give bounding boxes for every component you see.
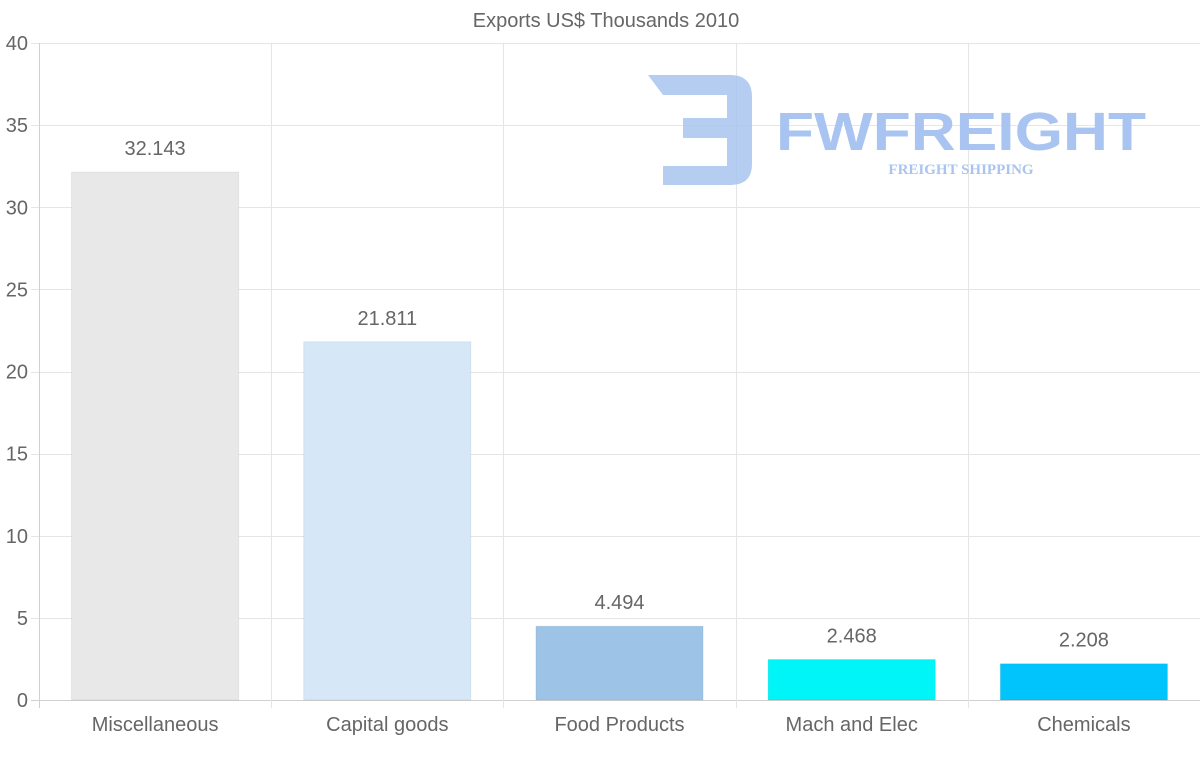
watermark-tagline: FREIGHT SHIPPING bbox=[888, 162, 1033, 178]
bar-value-label: 32.143 bbox=[125, 138, 186, 160]
y-tick-label: 0 bbox=[17, 690, 28, 712]
y-tick-label: 10 bbox=[6, 526, 28, 548]
bar-value-label: 2.468 bbox=[827, 625, 877, 647]
x-tick-label: Miscellaneous bbox=[92, 714, 219, 736]
bar-capital-goods[interactable] bbox=[303, 341, 472, 701]
axis-layer: 0 5 10 15 20 25 30 35 40 Miscellaneous Capital goo… bbox=[6, 33, 1131, 736]
bar-chemicals[interactable] bbox=[999, 663, 1168, 701]
y-tick-label: 40 bbox=[6, 33, 28, 55]
x-tick-label: Capital goods bbox=[326, 714, 448, 736]
y-tick-label: 15 bbox=[6, 444, 28, 466]
bars-layer bbox=[71, 171, 1168, 701]
watermark: FWFREIGHT FREIGHT SHIPPING bbox=[648, 75, 1146, 185]
y-tick-label: 25 bbox=[6, 279, 28, 301]
x-tick-label: Chemicals bbox=[1037, 714, 1130, 736]
y-tick-label: 30 bbox=[6, 197, 28, 219]
x-tick-label: Mach and Elec bbox=[786, 714, 918, 736]
y-tick-label: 20 bbox=[6, 362, 28, 384]
watermark-brand: FWFREIGHT bbox=[776, 102, 1146, 162]
bar-food-products[interactable] bbox=[535, 625, 704, 701]
bar-value-label: 4.494 bbox=[594, 592, 644, 614]
bar-mach-and-elec[interactable] bbox=[767, 658, 936, 701]
bar-value-label: 2.208 bbox=[1059, 630, 1109, 652]
value-labels-layer: 32.143 21.811 4.494 2.468 2.208 bbox=[125, 138, 1109, 652]
fwfreight-logo-icon bbox=[648, 75, 752, 185]
chart-title: Exports US$ Thousands 2010 bbox=[473, 10, 739, 32]
x-tick-label: Food Products bbox=[554, 714, 684, 736]
bar-miscellaneous[interactable] bbox=[71, 171, 240, 701]
bar-value-label: 21.811 bbox=[357, 308, 417, 330]
y-tick-label: 5 bbox=[17, 608, 28, 630]
y-tick-label: 35 bbox=[6, 115, 28, 137]
